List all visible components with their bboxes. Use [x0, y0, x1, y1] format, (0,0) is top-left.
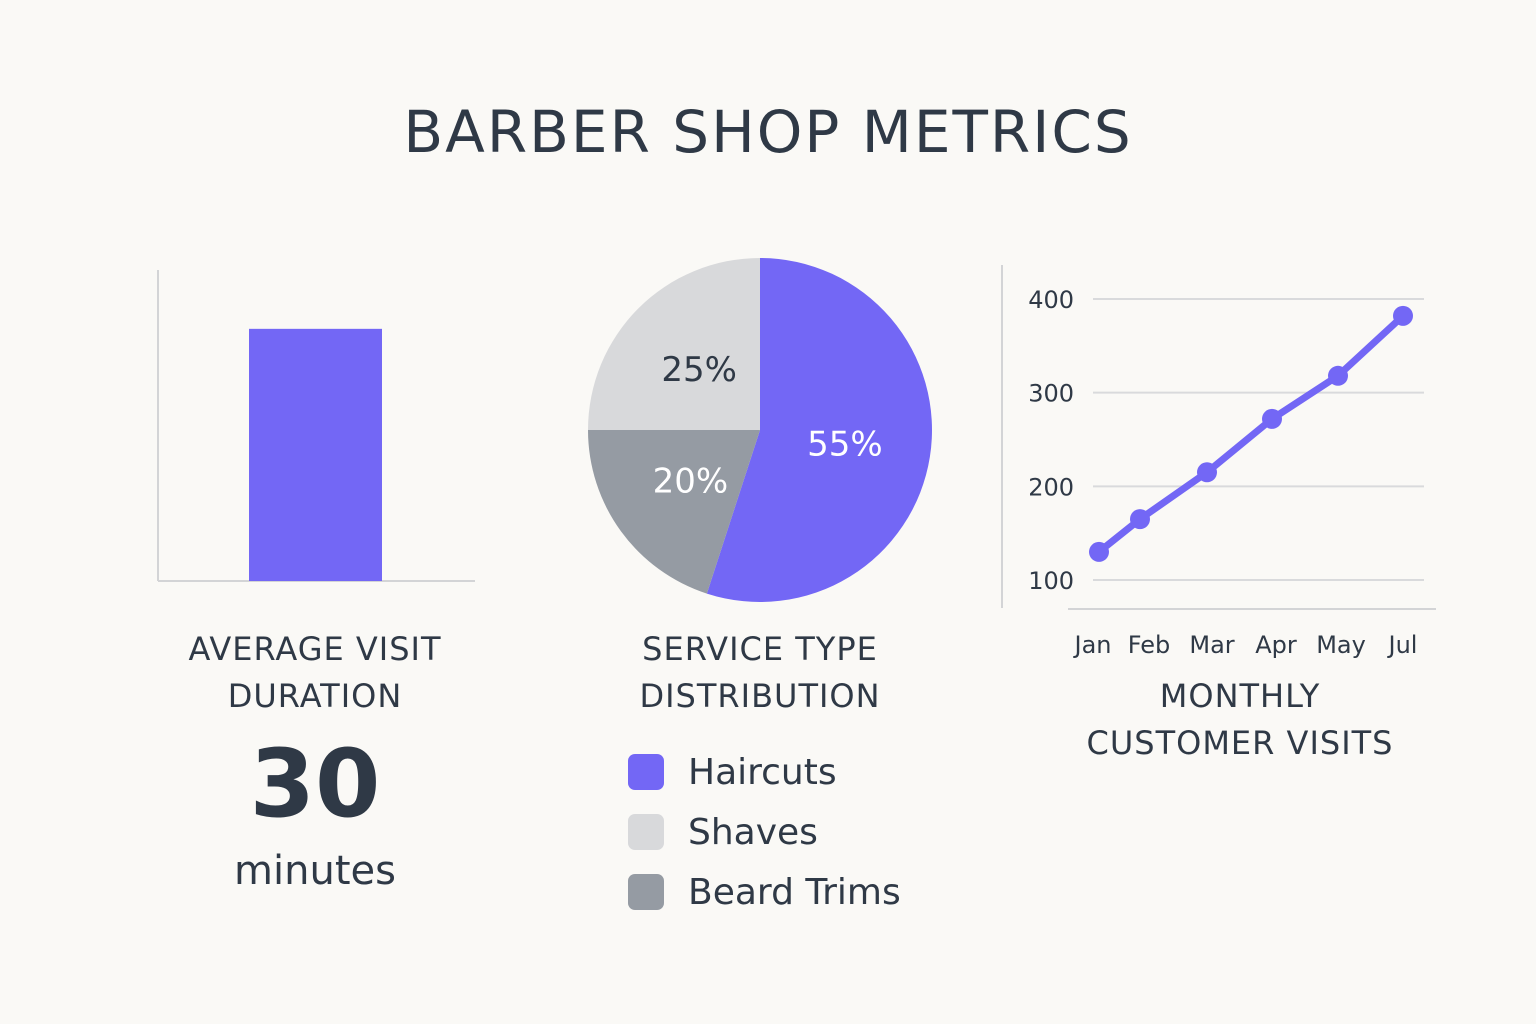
data-point [1197, 462, 1217, 483]
x-tick-label: Jan [1073, 631, 1112, 659]
x-tick-label: Feb [1128, 631, 1171, 659]
pie-slice [588, 430, 760, 594]
legend-swatch [628, 754, 664, 790]
legend-swatch [628, 874, 664, 910]
y-tick-label: 400 [1028, 286, 1074, 314]
monthly-visits-line-chart: 100 200 300 400 Jan Feb Mar Apr May Jul [1001, 265, 1436, 659]
visit-duration-title: AVERAGE VISIT DURATION [130, 626, 500, 720]
visit-duration-value: 30 [249, 730, 381, 839]
service-type-legend: Haircuts Shaves Beard Trims [628, 742, 901, 922]
y-tick-label: 100 [1028, 567, 1074, 595]
y-tick-label: 300 [1028, 380, 1074, 408]
data-point [1393, 305, 1413, 326]
pie-slice [588, 258, 760, 430]
monthly-visits-title-line-1: MONTHLY [1159, 677, 1321, 715]
visit-duration-title-line-2: DURATION [227, 677, 403, 715]
pie-slice-label: 55% [807, 424, 883, 464]
service-type-pie-chart: 55% 20% 25% [588, 258, 933, 602]
data-point [1328, 365, 1348, 386]
service-type-title-line-1: SERVICE TYPE [642, 630, 878, 668]
data-point [1262, 408, 1282, 429]
legend-item: Haircuts [628, 742, 901, 802]
legend-swatch [628, 814, 664, 850]
bar [249, 328, 382, 581]
legend-item: Beard Trims [628, 862, 901, 922]
visit-duration-title-line-1: AVERAGE VISIT [188, 630, 442, 668]
x-tick-label: May [1316, 631, 1366, 659]
pie-slice-label: 25% [661, 350, 737, 390]
x-tick-label: Mar [1189, 631, 1234, 659]
pie-slice-label: 20% [653, 462, 729, 502]
service-type-title: SERVICE TYPE DISTRIBUTION [570, 626, 950, 720]
x-tick-label: Apr [1255, 631, 1297, 659]
monthly-visits-title: MONTHLY CUSTOMER VISITS [1040, 673, 1440, 767]
visit-duration-unit: minutes [234, 848, 396, 894]
y-tick-label: 200 [1028, 473, 1074, 501]
data-point [1089, 541, 1109, 562]
legend-item: Shaves [628, 802, 901, 862]
legend-label: Beard Trims [688, 871, 901, 913]
monthly-visits-title-line-2: CUSTOMER VISITS [1086, 724, 1394, 762]
page-title: BARBER SHOP METRICS [403, 98, 1133, 166]
pie-slice [706, 258, 933, 602]
legend-label: Shaves [688, 811, 818, 853]
visit-duration-bar-chart [157, 270, 475, 582]
service-type-title-line-2: DISTRIBUTION [639, 677, 881, 715]
data-point [1130, 509, 1150, 530]
x-tick-label: Jul [1387, 631, 1418, 659]
legend-label: Haircuts [688, 751, 837, 793]
